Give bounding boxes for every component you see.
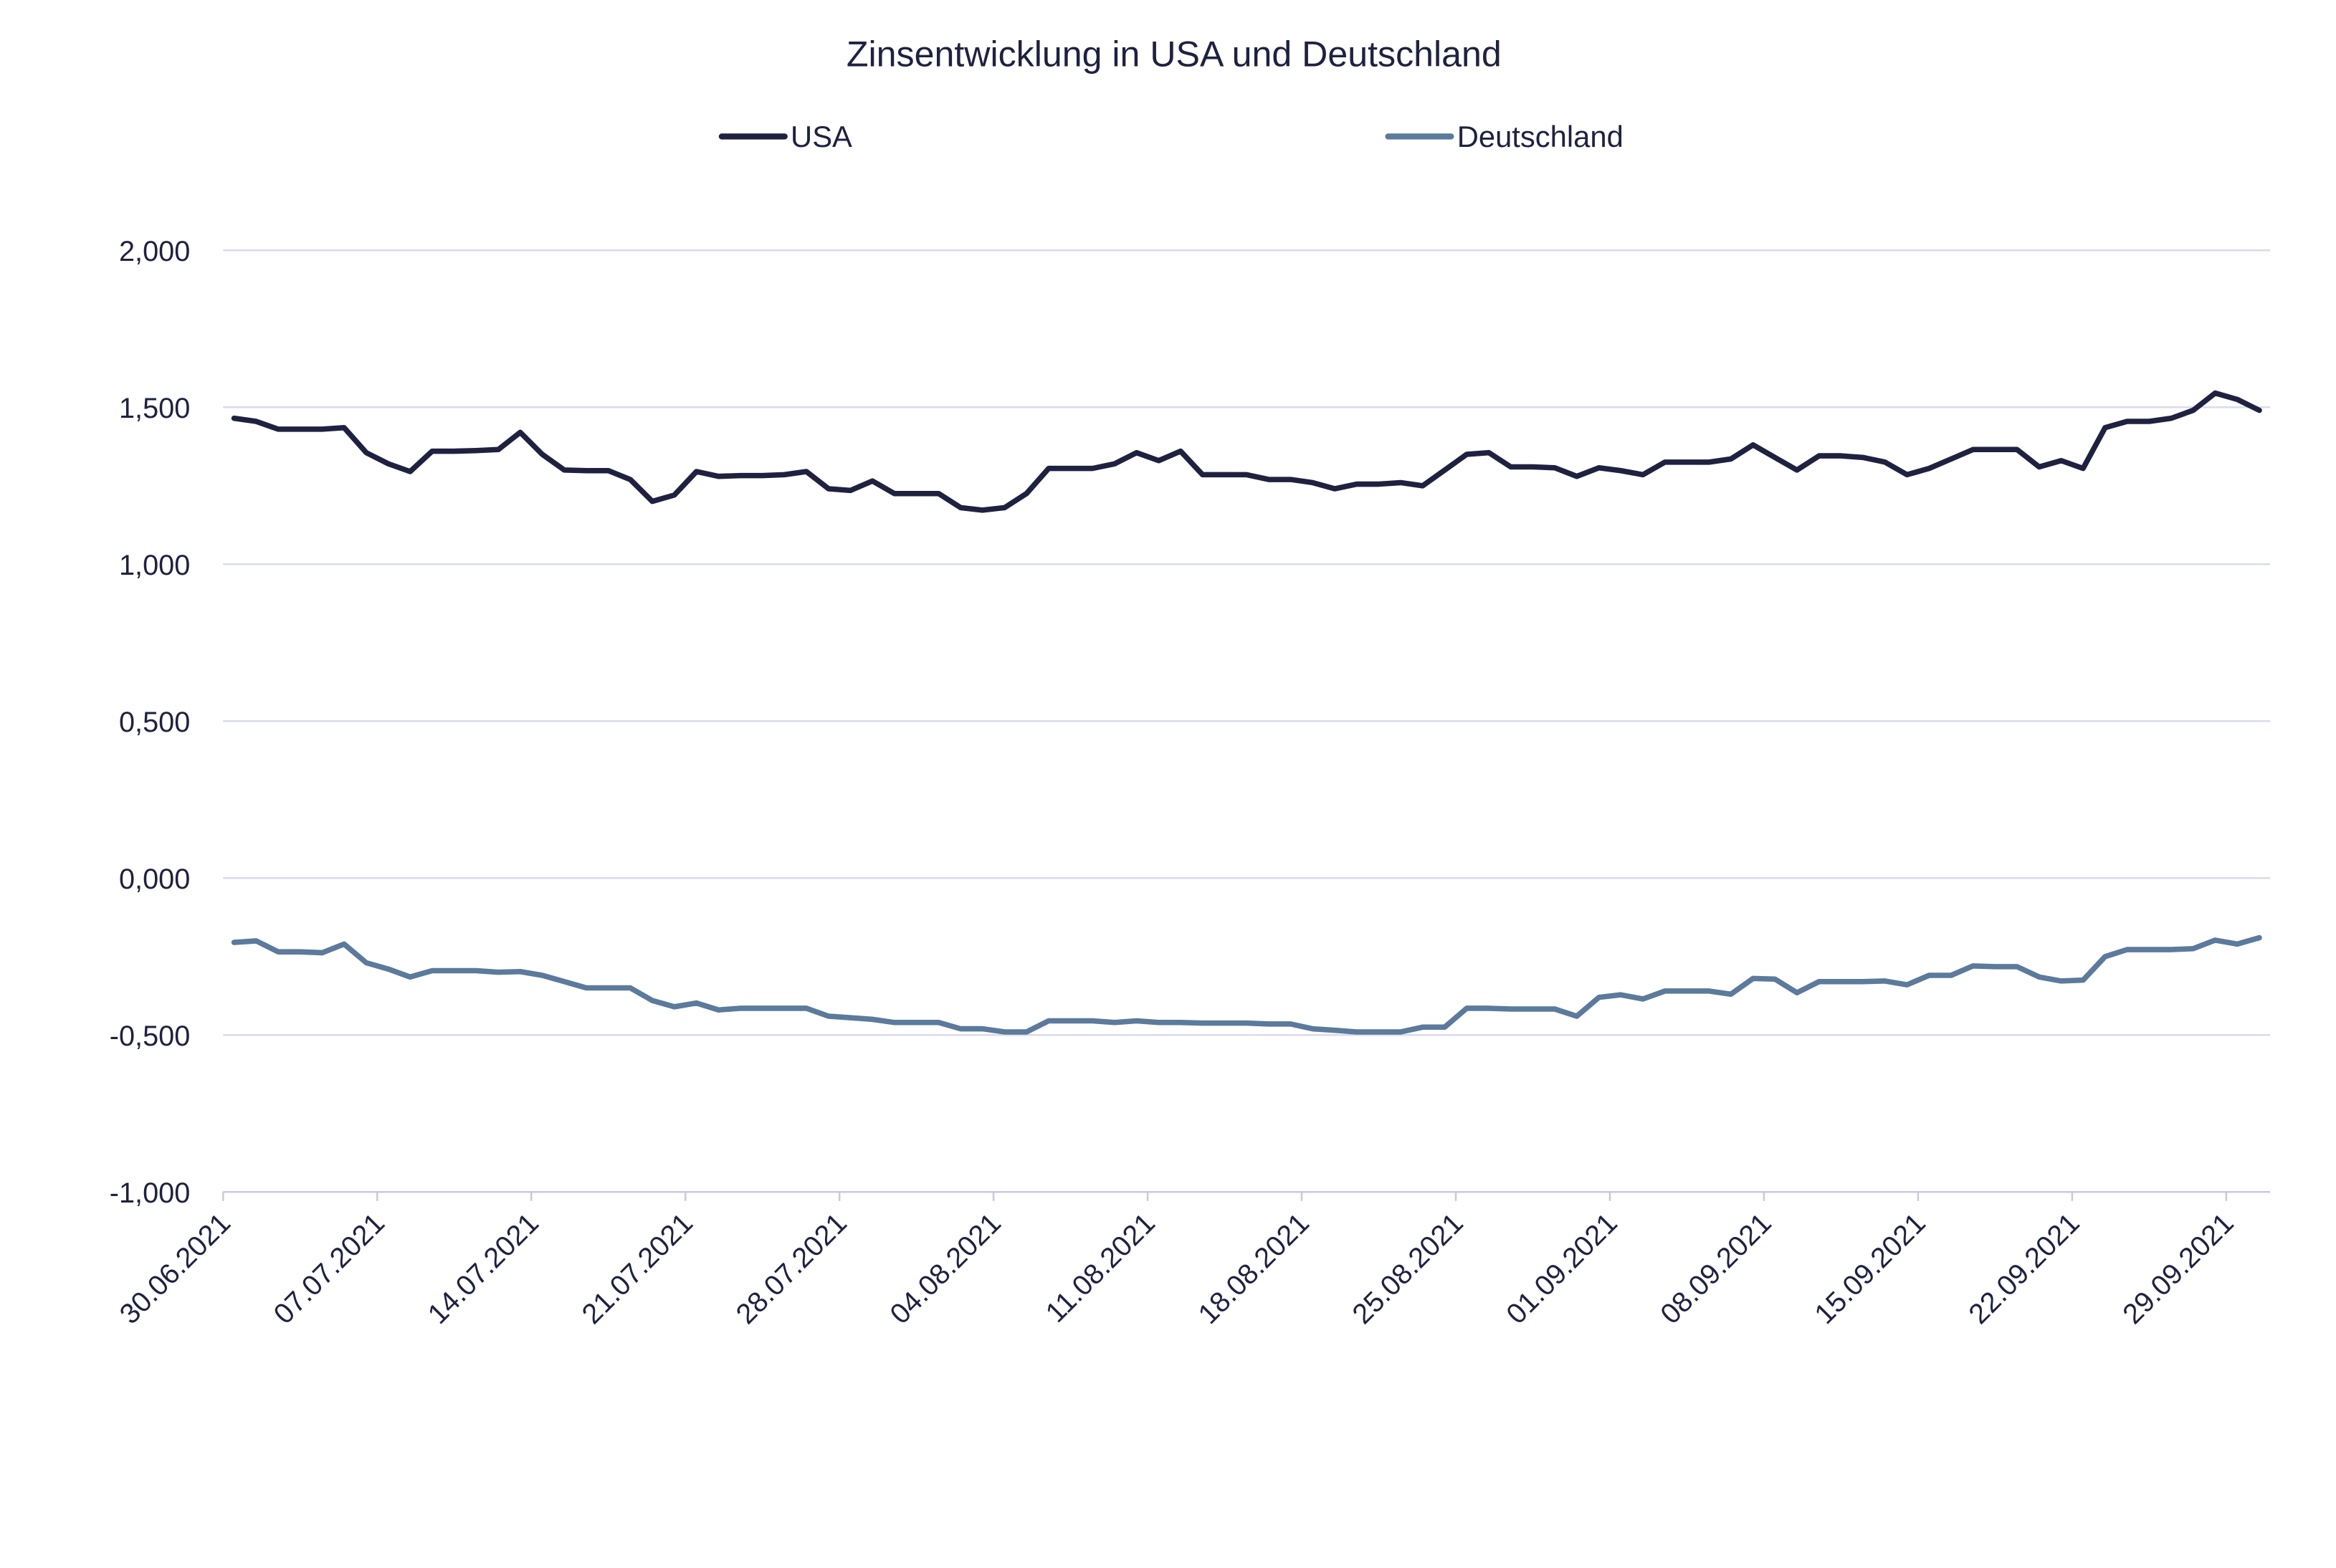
x-tick-label: 11.08.2021 — [1040, 1207, 1161, 1328]
x-axis-ticks: 30.06.2021 07.07.2021 14.07.2021 21.07.2021… — [114, 1192, 2240, 1330]
x-tick-label: 15.09.2021 — [1808, 1207, 1932, 1330]
y-tick-label: -0,500 — [110, 1020, 191, 1052]
x-tick-label: 14.07.2021 — [422, 1207, 545, 1330]
chart-title: Zinsentwicklung in USA und Deutschland — [847, 34, 1502, 74]
series-line-usa — [231, 390, 2262, 513]
y-tick-label: 1,000 — [119, 550, 190, 581]
x-tick-label: 28.07.2021 — [730, 1207, 853, 1330]
x-tick-label: 08.09.2021 — [1654, 1207, 1778, 1330]
y-tick-label: 0,500 — [119, 707, 190, 738]
x-tick-label: 30.06.2021 — [114, 1207, 237, 1330]
series-lines — [231, 390, 2262, 1035]
y-axis-ticks: 2,000 1,500 1,000 0,500 0,000 -0,500 -1,000 — [110, 236, 191, 1209]
series-line-deutschland — [231, 934, 2262, 1035]
x-tick-label: 21.07.2021 — [576, 1207, 700, 1330]
x-tick-label: 07.07.2021 — [268, 1207, 391, 1330]
x-tick-label: 29.09.2021 — [2117, 1207, 2240, 1330]
x-tick-label: 01.09.2021 — [1500, 1207, 1624, 1330]
x-tick-label: 25.08.2021 — [1346, 1207, 1469, 1330]
x-tick-label: 18.08.2021 — [1192, 1207, 1315, 1330]
y-tick-label: 2,000 — [119, 236, 190, 267]
legend: USA Deutschland — [718, 120, 1624, 153]
y-tick-label: -1,000 — [110, 1177, 191, 1209]
x-tick-label: 22.09.2021 — [1963, 1207, 2086, 1330]
legend-deutschland-label: Deutschland — [1457, 120, 1624, 153]
x-tick-label: 04.08.2021 — [884, 1207, 1007, 1330]
y-tick-label: 0,000 — [119, 864, 190, 895]
legend-usa-label: USA — [791, 120, 852, 153]
gridlines — [223, 249, 2271, 1193]
y-tick-label: 1,500 — [119, 393, 190, 424]
